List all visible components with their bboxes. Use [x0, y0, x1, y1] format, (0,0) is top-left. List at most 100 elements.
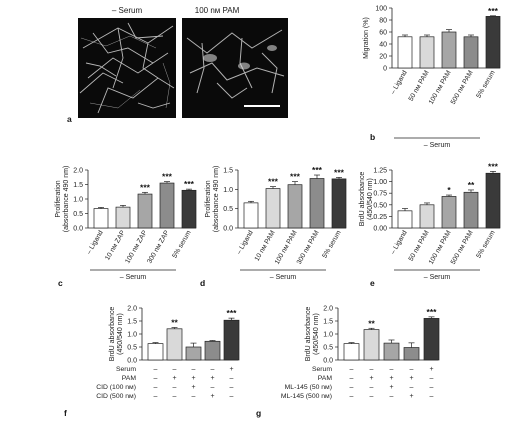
y-axis-label: Proliferation(absorbance 490 nm)	[205, 166, 220, 233]
y-axis-label: Migration (%)	[363, 17, 370, 59]
bar	[419, 204, 435, 229]
x-tick-label: 5% serum	[475, 69, 497, 99]
y-tick-label: 2.0	[323, 306, 333, 313]
y-tick-label: 1.5	[323, 319, 333, 326]
condition-mark: –	[350, 375, 354, 382]
y-tick-label: 1.0	[223, 187, 233, 194]
x-tick-label: 100 nм ZAP	[124, 229, 149, 265]
condition-mark: +	[210, 375, 214, 382]
condition-mark: –	[430, 384, 434, 391]
x-tick-label: 500 nм PAM	[450, 69, 475, 106]
significance-label: *	[447, 185, 451, 195]
condition-mark: –	[390, 366, 394, 373]
panel-letter-g: g	[256, 408, 261, 418]
condition-mark: +	[409, 393, 413, 400]
group-label: – Serum	[120, 274, 147, 281]
y-tick-label: 1.25	[373, 168, 387, 175]
condition-mark: –	[173, 384, 177, 391]
significance-label: ***	[334, 167, 345, 177]
bar	[159, 182, 175, 229]
x-tick-label: 50 nм PAM	[408, 229, 431, 262]
bar	[419, 36, 435, 69]
condition-mark: +	[210, 393, 214, 400]
y-axis-label-line: (absorbance 490 nm)	[63, 166, 70, 233]
bar	[115, 206, 131, 229]
bar	[343, 343, 360, 361]
y-tick-label: 0.5	[127, 345, 137, 352]
y-tick-label: 40	[379, 42, 387, 49]
x-tick-label: 5% serum	[475, 229, 497, 259]
y-axis-label-line: (450/540 nm)	[117, 313, 124, 355]
condition-mark: –	[230, 375, 234, 382]
y-tick-label: 100	[375, 6, 387, 13]
condition-mark: –	[173, 366, 177, 373]
bar	[463, 36, 479, 69]
group-label: – Serum	[270, 274, 297, 281]
bar	[383, 342, 400, 361]
significance-label: ***	[290, 172, 301, 182]
group-label: – Serum	[424, 142, 451, 149]
x-tick-label: – Ligand	[390, 229, 409, 255]
condition-row-label: PAM	[122, 375, 137, 382]
condition-mark: –	[410, 384, 414, 391]
condition-row-label: Serum	[116, 366, 136, 373]
condition-mark: –	[410, 366, 414, 373]
x-tick-label: 500 nм PAM	[450, 229, 475, 266]
y-tick-label: 1.0	[127, 332, 137, 339]
y-tick-label: 1.0	[73, 197, 83, 204]
x-tick-label: 100 nм PAM	[428, 69, 453, 106]
y-axis-label: BrdU absorbance(450/540 nm)	[359, 172, 374, 227]
significance-label: **	[468, 180, 475, 190]
y-axis-label-line: BrdU absorbance	[359, 172, 366, 227]
bar	[485, 172, 501, 229]
y-tick-label: 80	[379, 18, 387, 25]
y-axis-label-line: Proliferation	[205, 180, 212, 217]
chart-c: 0.00.51.01.52.0Proliferation(absorbance …	[55, 166, 197, 288]
y-tick-label: 1.5	[223, 168, 233, 175]
y-axis-label-line: Proliferation	[55, 180, 62, 217]
micrograph-pam	[182, 18, 288, 118]
y-tick-label: 1.0	[323, 332, 333, 339]
bar	[485, 16, 501, 69]
bar	[185, 346, 202, 361]
condition-mark: –	[211, 384, 215, 391]
condition-mark: +	[172, 375, 176, 382]
significance-label: **	[171, 318, 178, 328]
micrograph-minus-serum	[78, 18, 176, 118]
y-tick-label: 0.0	[323, 358, 333, 365]
x-tick-label: 100 nм PAM	[428, 229, 453, 266]
bar	[166, 328, 183, 361]
condition-mark: –	[350, 366, 354, 373]
micrograph-pam-image	[186, 29, 285, 107]
condition-mark: –	[154, 366, 158, 373]
y-axis-label: Proliferation(absorbance 490 nm)	[55, 166, 70, 233]
y-tick-label: 0	[383, 66, 387, 73]
bar	[223, 319, 240, 361]
y-axis-label-line: (absorbance 490 nm)	[213, 166, 220, 233]
condition-mark: –	[154, 384, 158, 391]
bar	[93, 208, 109, 229]
y-axis-label-line: (450/540 nm)	[313, 313, 320, 355]
y-tick-label: 0.5	[323, 345, 333, 352]
condition-row-label: CID (500 nм)	[96, 393, 136, 400]
condition-mark: –	[230, 393, 234, 400]
bar	[287, 184, 303, 229]
condition-mark: +	[389, 384, 393, 391]
condition-mark: –	[192, 366, 196, 373]
panel-letter-a: a	[67, 114, 72, 124]
y-tick-label: 2.0	[127, 306, 137, 313]
panel-letter-e: e	[370, 278, 375, 288]
panel-letter-f: f	[64, 408, 67, 418]
significance-label: ***	[140, 182, 151, 192]
micrograph-right-label: 100 nм PAM	[194, 6, 240, 15]
y-tick-label: 0.25	[373, 214, 387, 221]
bar	[243, 202, 259, 229]
y-axis-label-line: (450/540 nm)	[367, 178, 374, 220]
x-tick-label: – Ligand	[86, 229, 105, 255]
x-tick-label: – Ligand	[236, 229, 255, 255]
y-tick-label: 0.00	[373, 226, 387, 233]
